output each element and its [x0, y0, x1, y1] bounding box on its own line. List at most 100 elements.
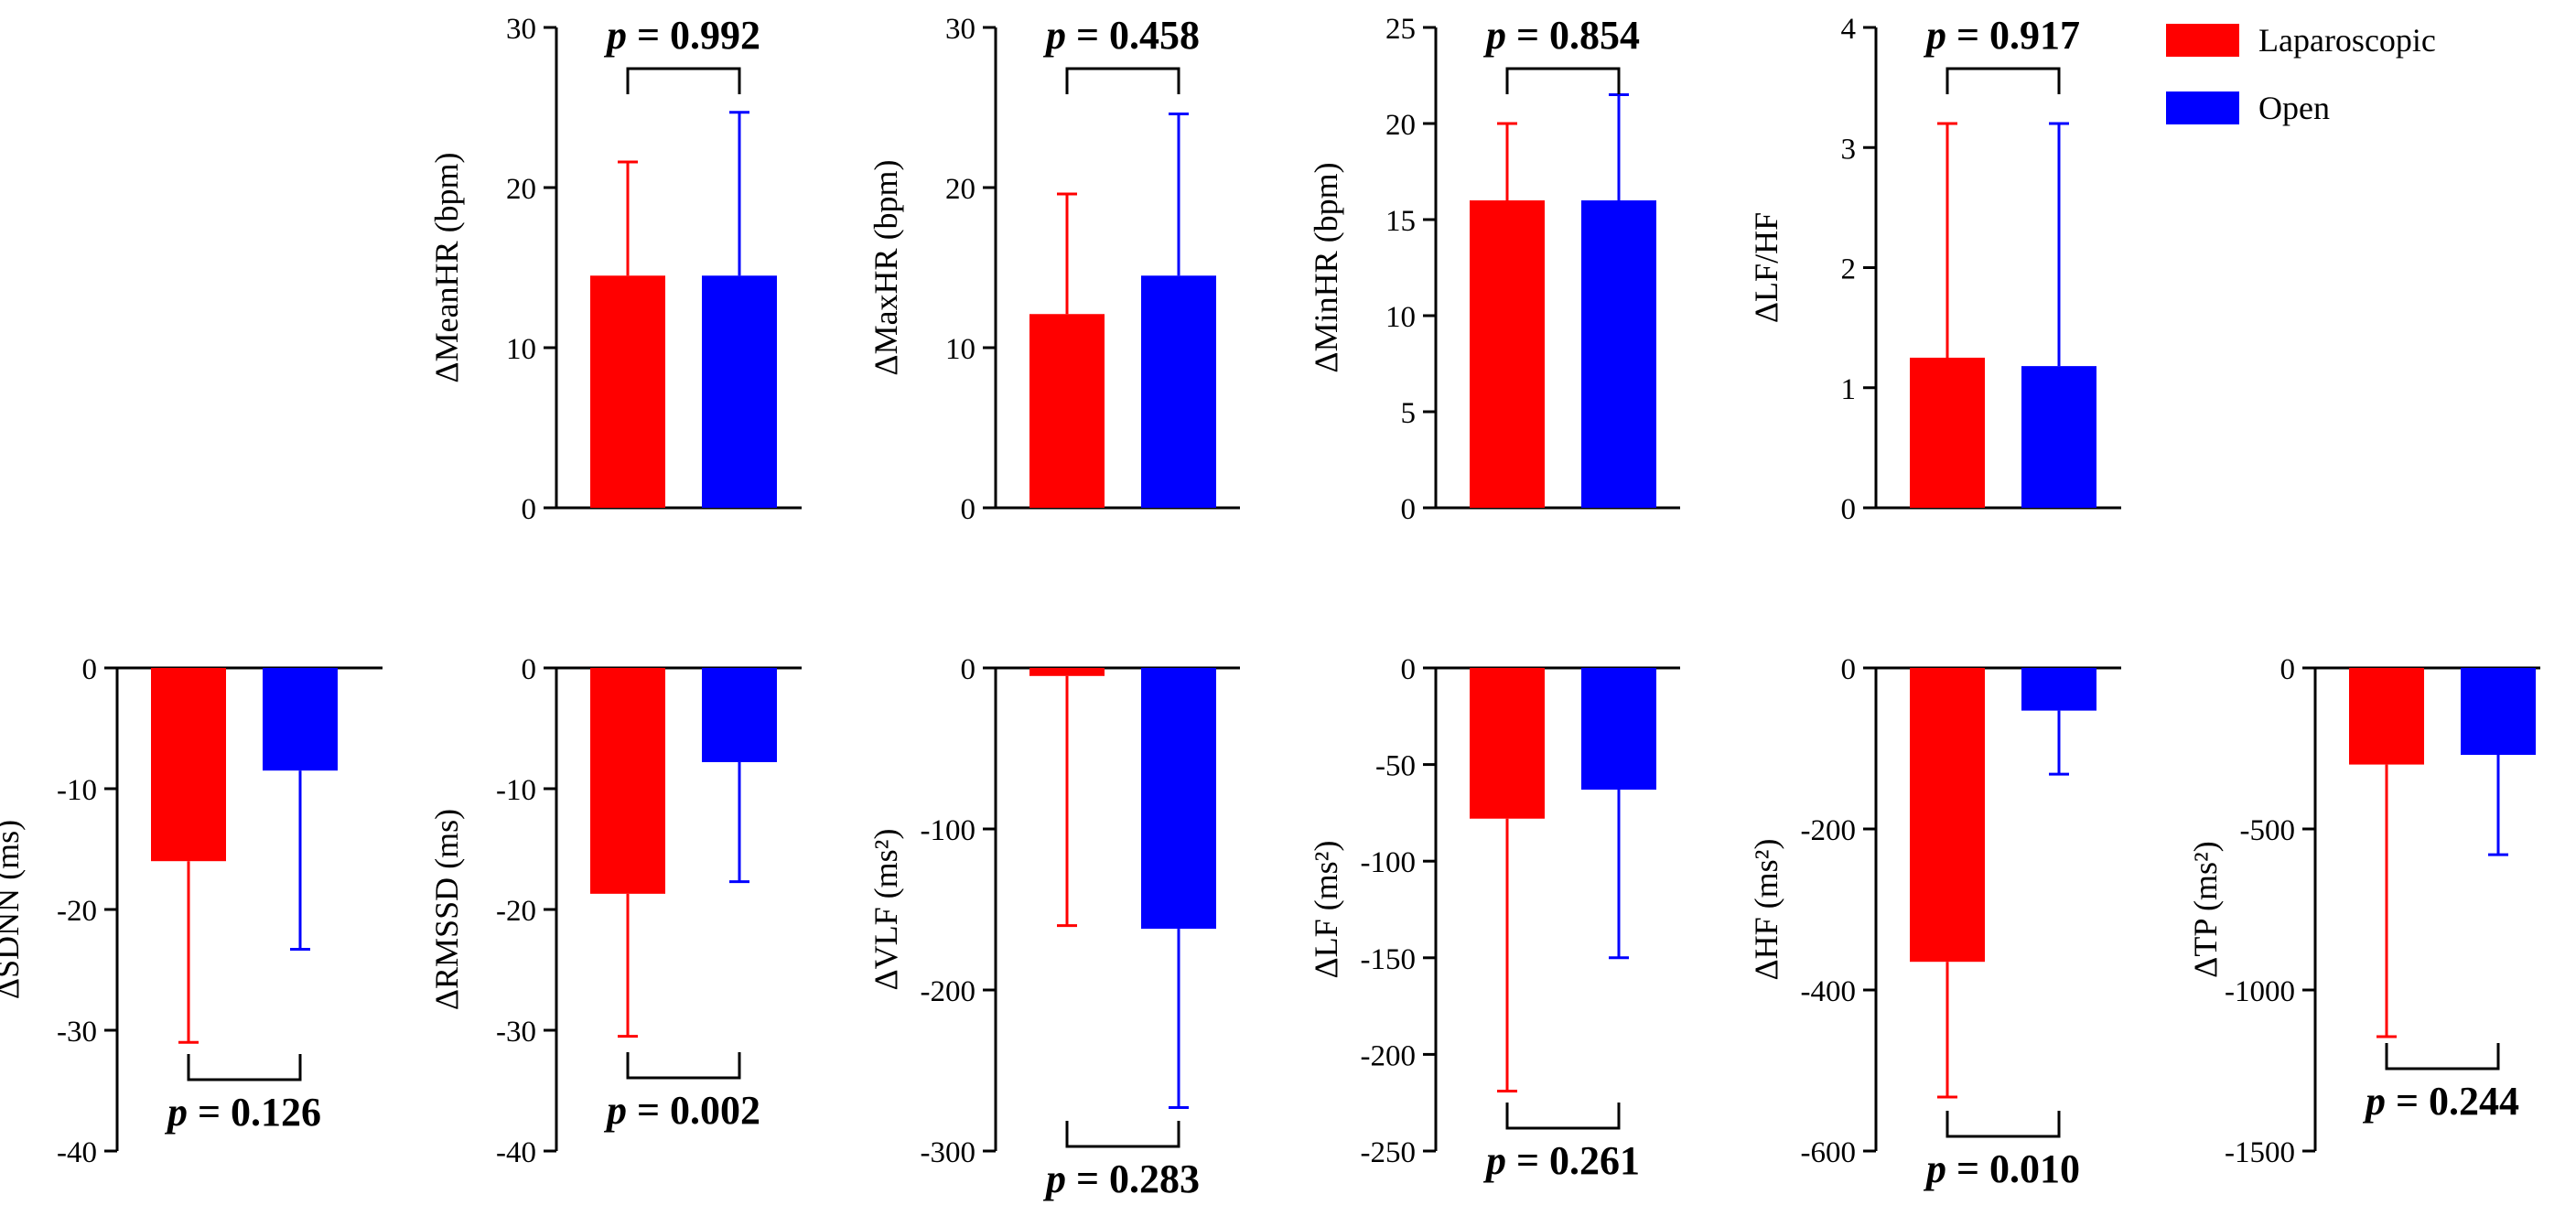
- y-tick-label: -20: [57, 895, 97, 928]
- bar-open: [1141, 275, 1216, 508]
- p-value-label: p = 0.261: [1482, 1138, 1640, 1183]
- chart-panel: 0 -50 -100 -150 -200 -250 ΔLF (ms²) p = 0.261: [1308, 653, 1680, 1183]
- bar-open: [263, 668, 338, 771]
- bar-open: [702, 668, 777, 762]
- y-tick-label: 0: [1401, 493, 1417, 526]
- y-tick-label: 0: [961, 493, 976, 526]
- y-axis-title: ΔMeanHR (bpm): [428, 152, 465, 382]
- chart-panel: 0 -10 -20 -30 -40 ΔSDNN (ms) p = 0.126: [0, 653, 383, 1169]
- chart-panel: 0 10 20 30 ΔMaxHR (bpm) p = 0.458: [868, 13, 1240, 526]
- significance-bracket: [1505, 67, 1621, 94]
- p-value-label: p = 0.458: [1042, 13, 1200, 58]
- y-tick-label: -40: [496, 1136, 536, 1169]
- y-tick-label: 10: [1385, 301, 1416, 334]
- bar-laparoscopic: [590, 668, 665, 894]
- p-value-number: = 0.917: [1946, 13, 2080, 58]
- y-tick-label: -100: [921, 814, 976, 847]
- p-value-number: = 0.992: [627, 13, 760, 58]
- y-tick-label: -100: [1361, 846, 1417, 879]
- bar-open: [702, 275, 777, 508]
- p-value-number: = 0.854: [1506, 13, 1640, 58]
- significance-bracket: [1945, 67, 2061, 94]
- legend-swatch-laparoscopic: [2166, 24, 2239, 57]
- p-value-symbol: p: [1482, 13, 1506, 58]
- significance-bracket: [1065, 67, 1180, 94]
- y-tick-label: 0: [1401, 653, 1417, 686]
- p-value-symbol: p: [1923, 13, 1946, 58]
- y-tick-label: 0: [1841, 493, 1857, 526]
- y-axis-title: ΔLF (ms²): [1308, 841, 1344, 979]
- p-value-symbol: p: [603, 1088, 627, 1133]
- p-value-label: p = 0.010: [1923, 1146, 2080, 1191]
- y-tick-label: 30: [945, 13, 975, 46]
- significance-bracket: [1945, 1111, 2061, 1138]
- y-axis-title: ΔHF (ms²): [1748, 839, 1784, 981]
- y-tick-label: -300: [921, 1136, 976, 1169]
- legend-label-open: Open: [2258, 90, 2330, 126]
- chart-panel: 0 1 2 3 4 ΔLF/HF p = 0.917: [1748, 13, 2121, 526]
- p-value-symbol: p: [1042, 1157, 1066, 1201]
- y-tick-label: -40: [57, 1136, 97, 1169]
- y-axis-title: ΔMaxHR (bpm): [868, 159, 904, 375]
- y-tick-label: 2: [1841, 253, 1857, 286]
- significance-bracket: [626, 1052, 741, 1080]
- p-value-number: = 0.458: [1066, 13, 1200, 58]
- bar-open: [2021, 668, 2096, 711]
- y-tick-label: 10: [506, 333, 536, 366]
- chart-panel: 0 -10 -20 -30 -40 ΔRMSSD (ms) p = 0.002: [428, 653, 802, 1169]
- bar-laparoscopic: [1910, 668, 1985, 963]
- chart-panel: 0 10 20 30 ΔMeanHR (bpm) p = 0.992: [428, 13, 802, 526]
- y-axis-title: ΔMinHR (bpm): [1308, 162, 1344, 372]
- p-value-label: p = 0.244: [2362, 1079, 2519, 1124]
- bar-laparoscopic: [1029, 314, 1105, 508]
- chart-panel: 0 -100 -200 -300 ΔVLF (ms²) p = 0.283: [868, 653, 1240, 1201]
- chart-panel: 0 5 10 15 20 25 ΔMinHR (bpm) p = 0.854: [1308, 13, 1680, 526]
- y-tick-label: 30: [506, 13, 536, 46]
- p-value-symbol: p: [164, 1090, 188, 1135]
- y-tick-label: 25: [1385, 13, 1416, 46]
- y-tick-label: -500: [2240, 814, 2296, 847]
- y-tick-label: -10: [57, 774, 97, 807]
- p-value-symbol: p: [2362, 1079, 2386, 1124]
- y-tick-label: 4: [1841, 13, 1857, 46]
- y-axis-title: ΔSDNN (ms): [0, 820, 26, 999]
- p-value-number: = 0.244: [2386, 1079, 2519, 1124]
- y-axis-title: ΔRMSSD (ms): [428, 809, 465, 1010]
- y-tick-label: -1500: [2225, 1136, 2295, 1169]
- bar-laparoscopic: [1910, 357, 1985, 508]
- y-axis-title: ΔTP (ms²): [2187, 841, 2224, 978]
- p-value-number: = 0.261: [1506, 1138, 1640, 1183]
- y-tick-label: 3: [1841, 133, 1857, 166]
- y-tick-label: 0: [522, 493, 537, 526]
- bar-open: [2021, 366, 2096, 508]
- p-value-label: p = 0.917: [1923, 13, 2080, 58]
- y-tick-label: -600: [1801, 1136, 1857, 1169]
- bar-laparoscopic: [151, 668, 226, 862]
- y-tick-label: 0: [1841, 653, 1857, 686]
- y-tick-label: -30: [496, 1016, 536, 1049]
- bar-laparoscopic: [1470, 200, 1545, 508]
- y-tick-label: -10: [496, 774, 536, 807]
- y-tick-label: 1: [1841, 373, 1857, 406]
- bar-open: [2461, 668, 2536, 756]
- p-value-symbol: p: [1923, 1146, 1946, 1191]
- significance-bracket: [1505, 1103, 1621, 1130]
- y-tick-label: -1000: [2225, 975, 2295, 1008]
- y-tick-label: 0: [961, 653, 976, 686]
- p-value-number: = 0.283: [1066, 1157, 1200, 1201]
- y-tick-label: 0: [82, 653, 98, 686]
- p-value-label: p = 0.126: [164, 1090, 321, 1135]
- p-value-symbol: p: [1482, 1138, 1506, 1183]
- y-tick-label: 15: [1385, 205, 1416, 238]
- y-tick-label: -200: [1801, 814, 1857, 847]
- p-value-label: p = 0.992: [603, 13, 760, 58]
- legend-swatch-open: [2166, 91, 2239, 124]
- chart-panel: 0 -500 -1000 -1500 ΔTP (ms²) p = 0.244: [2187, 653, 2540, 1169]
- y-axis-title: ΔVLF (ms²): [868, 829, 904, 991]
- bar-laparoscopic: [1470, 668, 1545, 819]
- y-tick-label: 20: [1385, 109, 1416, 142]
- y-tick-label: -30: [57, 1016, 97, 1049]
- y-tick-label: 0: [522, 653, 537, 686]
- bar-open: [1581, 200, 1656, 508]
